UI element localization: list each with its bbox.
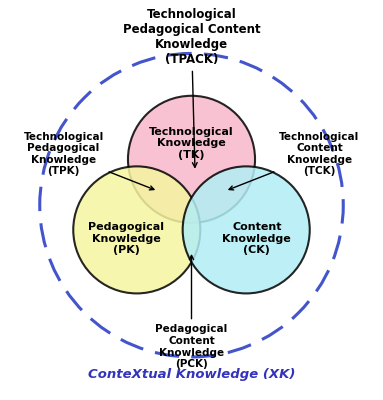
- Text: Content
Knowledge
(CK): Content Knowledge (CK): [223, 222, 291, 255]
- Text: Technological
Pedagogical
Knowledge
(TPK): Technological Pedagogical Knowledge (TPK…: [23, 132, 154, 190]
- Text: ConteXtual Knowledge (XK): ConteXtual Knowledge (XK): [88, 368, 295, 381]
- Text: Technological
Pedagogical Content
Knowledge
(TPACK): Technological Pedagogical Content Knowle…: [123, 8, 260, 167]
- Circle shape: [73, 166, 200, 294]
- Circle shape: [183, 166, 310, 294]
- Text: Technological
Knowledge
(TK): Technological Knowledge (TK): [149, 127, 234, 160]
- Text: Technological
Content
Knowledge
(TCK): Technological Content Knowledge (TCK): [229, 132, 360, 190]
- Text: Pedagogical
Knowledge
(PK): Pedagogical Knowledge (PK): [88, 222, 164, 255]
- Circle shape: [128, 96, 255, 223]
- Text: Pedagogical
Content
Knowledge
(PCK): Pedagogical Content Knowledge (PCK): [155, 256, 228, 369]
